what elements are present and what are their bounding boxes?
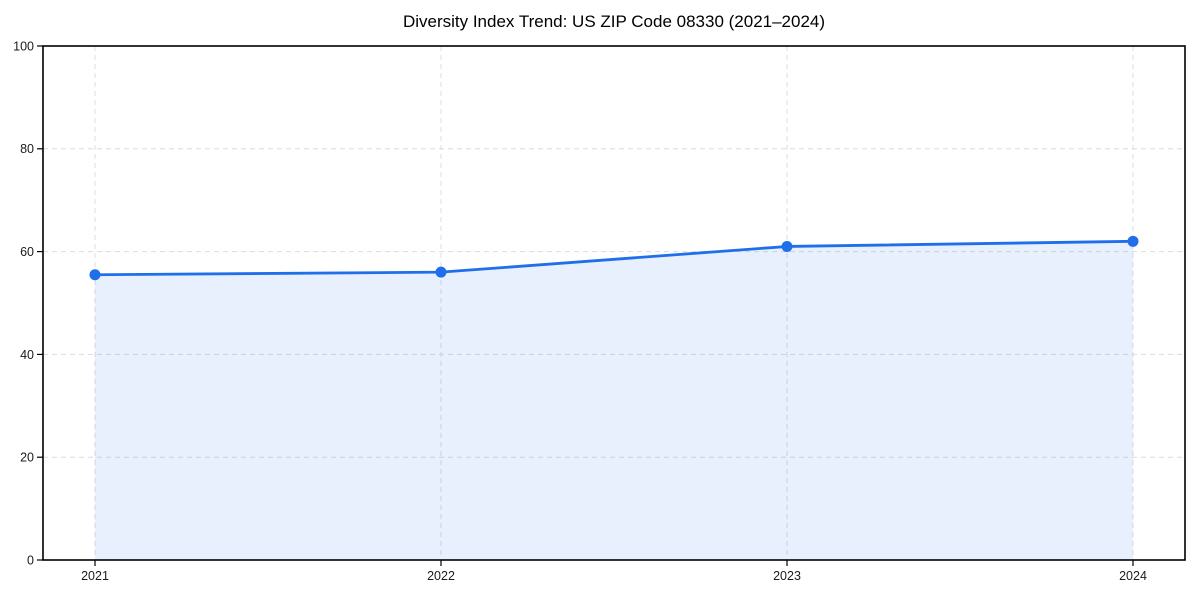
- x-axis-tick-label: 2023: [773, 569, 801, 583]
- data-point-markers: [89, 235, 1139, 281]
- plot-border-rect: [42, 45, 1186, 561]
- data-point-marker: [1127, 235, 1139, 247]
- y-axis-tick-label: 20: [20, 451, 34, 465]
- x-axis-tick-label: 2024: [1119, 569, 1147, 583]
- area-fill: [95, 241, 1133, 560]
- y-axis-tick-label: 60: [20, 245, 34, 259]
- x-axis-tick-labels: 2021 2022 2023 2024: [81, 569, 1147, 583]
- plot-border: [42, 45, 1186, 561]
- trend-line: [93, 239, 1135, 277]
- y-axis-tick-label: 0: [27, 553, 34, 567]
- y-axis-tick-label: 80: [20, 142, 34, 156]
- x-axis-tick-label: 2021: [81, 569, 109, 583]
- chart-title: Diversity Index Trend: US ZIP Code 08330…: [402, 12, 826, 31]
- y-axis-tick-label: 100: [13, 39, 34, 53]
- y-axis-tick-labels: 0 20 40 60 80 100: [13, 39, 34, 567]
- data-point-marker: [435, 266, 447, 278]
- area-fill-shape: [95, 241, 1133, 560]
- data-point-marker: [781, 240, 793, 252]
- data-point-marker: [89, 269, 101, 281]
- axis-tick-marks: [37, 45, 1134, 566]
- trend-line-path: [93, 239, 1135, 277]
- x-axis-tick-label: 2022: [427, 569, 455, 583]
- y-axis-tick-label: 40: [20, 348, 34, 362]
